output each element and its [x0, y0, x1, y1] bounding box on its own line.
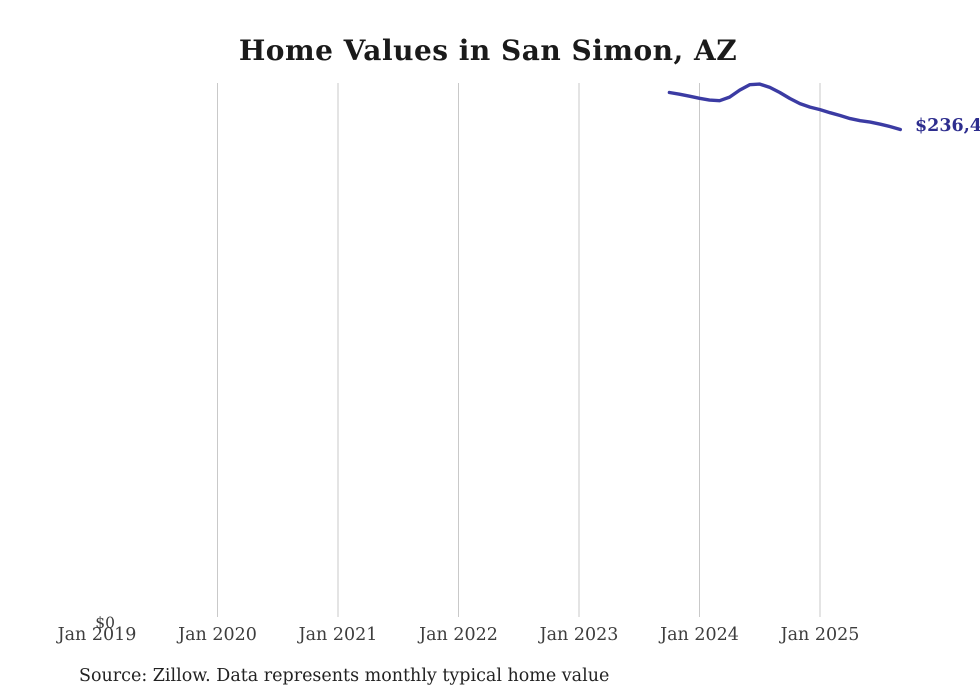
home-value-line [667, 82, 902, 132]
x-tick-label: Jan 2019 [56, 625, 137, 645]
x-tick-label: Jan 2021 [297, 625, 378, 645]
x-tick-label: Jan 2022 [417, 625, 498, 645]
x-tick-labels-group: Jan 2019 Jan 2020 Jan 2021 Jan 2022 Jan 2023… [56, 625, 860, 645]
x-tick-label: Jan 2023 [538, 625, 619, 645]
line-series-group [667, 82, 902, 132]
series-end-value-label: $236,400 [915, 116, 980, 136]
chart-title: Home Values in San Simon, AZ [238, 34, 738, 67]
x-tick-label: Jan 2024 [658, 625, 739, 645]
source-note: Source: Zillow. Data represents monthly … [79, 666, 610, 686]
gridlines-group [217, 83, 821, 617]
x-tick-label: Jan 2020 [176, 625, 257, 645]
y-axis-zero-label: $0 [95, 614, 115, 632]
x-tick-label: Jan 2025 [779, 625, 860, 645]
